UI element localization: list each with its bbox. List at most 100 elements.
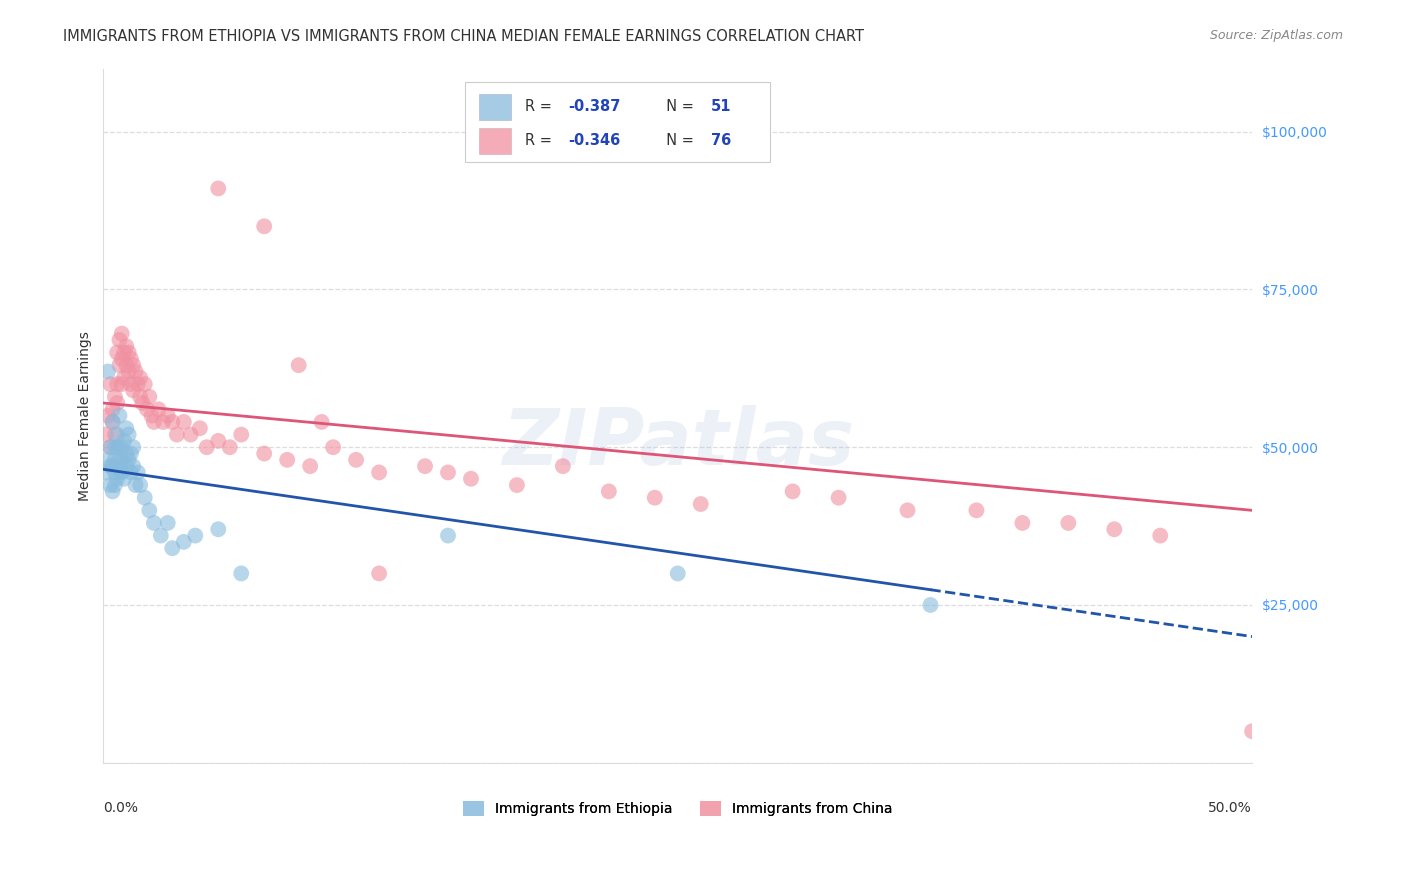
Point xyxy=(101,484,124,499)
Text: R =: R = xyxy=(524,99,557,114)
Text: ZIPatlas: ZIPatlas xyxy=(502,406,853,482)
Point xyxy=(253,219,276,234)
Point xyxy=(142,415,165,429)
Point xyxy=(1011,516,1033,530)
Point xyxy=(134,491,156,505)
Point xyxy=(231,566,253,581)
Point xyxy=(105,345,128,359)
Point xyxy=(118,427,141,442)
Point xyxy=(129,390,152,404)
Point xyxy=(129,478,152,492)
Point xyxy=(108,333,131,347)
Point xyxy=(98,459,121,474)
Point xyxy=(104,440,127,454)
Point xyxy=(112,472,135,486)
Point xyxy=(120,377,142,392)
Point xyxy=(127,466,149,480)
Point xyxy=(207,434,229,448)
Point xyxy=(231,427,253,442)
Point xyxy=(149,528,172,542)
Point xyxy=(166,427,188,442)
Point xyxy=(195,440,218,454)
Point xyxy=(108,453,131,467)
Text: N =: N = xyxy=(657,133,699,148)
Point xyxy=(689,497,711,511)
Text: 51: 51 xyxy=(711,99,731,114)
Point xyxy=(112,371,135,385)
Point xyxy=(127,377,149,392)
Point xyxy=(184,528,207,542)
Point xyxy=(124,478,146,492)
Point xyxy=(111,466,134,480)
Point xyxy=(94,466,117,480)
Point xyxy=(134,377,156,392)
Point xyxy=(115,446,138,460)
Point xyxy=(104,453,127,467)
Text: R =: R = xyxy=(524,133,557,148)
Point xyxy=(413,459,436,474)
Point xyxy=(105,396,128,410)
FancyBboxPatch shape xyxy=(479,94,512,120)
Point xyxy=(115,339,138,353)
Point xyxy=(131,396,153,410)
Point xyxy=(299,459,322,474)
Point xyxy=(105,377,128,392)
Point xyxy=(101,415,124,429)
Point xyxy=(108,440,131,454)
Point xyxy=(148,402,170,417)
Point xyxy=(98,440,121,454)
Point xyxy=(120,446,142,460)
Point xyxy=(97,453,120,467)
Point xyxy=(162,415,184,429)
Point xyxy=(644,491,666,505)
Point xyxy=(118,345,141,359)
Point xyxy=(115,421,138,435)
Point xyxy=(122,459,145,474)
Point xyxy=(276,453,298,467)
Point xyxy=(344,453,367,467)
Text: Source: ZipAtlas.com: Source: ZipAtlas.com xyxy=(1209,29,1343,43)
Text: 50.0%: 50.0% xyxy=(1208,801,1253,815)
Point xyxy=(105,472,128,486)
Point xyxy=(965,503,987,517)
Point xyxy=(156,409,179,423)
Point xyxy=(124,364,146,378)
Point xyxy=(551,459,574,474)
Text: -0.387: -0.387 xyxy=(568,99,621,114)
Point xyxy=(118,364,141,378)
Point xyxy=(129,371,152,385)
Point xyxy=(97,409,120,423)
Point xyxy=(218,440,240,454)
Point xyxy=(920,598,942,612)
Point xyxy=(105,459,128,474)
Point xyxy=(287,358,309,372)
Point xyxy=(104,390,127,404)
Point xyxy=(111,440,134,454)
Point xyxy=(108,466,131,480)
Point xyxy=(666,566,689,581)
Legend: Immigrants from Ethiopia, Immigrants from China: Immigrants from Ethiopia, Immigrants fro… xyxy=(457,796,898,822)
Point xyxy=(180,427,202,442)
Point xyxy=(98,440,121,454)
Text: 76: 76 xyxy=(711,133,731,148)
Text: IMMIGRANTS FROM ETHIOPIA VS IMMIGRANTS FROM CHINA MEDIAN FEMALE EARNINGS CORRELA: IMMIGRANTS FROM ETHIOPIA VS IMMIGRANTS F… xyxy=(63,29,865,45)
Point xyxy=(506,478,529,492)
Point xyxy=(1104,522,1126,536)
Point xyxy=(782,484,804,499)
Point xyxy=(111,377,134,392)
Text: 0.0%: 0.0% xyxy=(104,801,138,815)
Point xyxy=(104,466,127,480)
Point xyxy=(122,440,145,454)
Point xyxy=(122,384,145,398)
Point xyxy=(115,358,138,372)
Point xyxy=(1149,528,1171,542)
Point xyxy=(101,415,124,429)
Text: N =: N = xyxy=(657,99,699,114)
Point xyxy=(94,427,117,442)
Point xyxy=(141,409,163,423)
Point xyxy=(97,364,120,378)
Point xyxy=(142,516,165,530)
Y-axis label: Median Female Earnings: Median Female Earnings xyxy=(79,331,93,500)
Point xyxy=(207,181,229,195)
Point xyxy=(111,351,134,366)
